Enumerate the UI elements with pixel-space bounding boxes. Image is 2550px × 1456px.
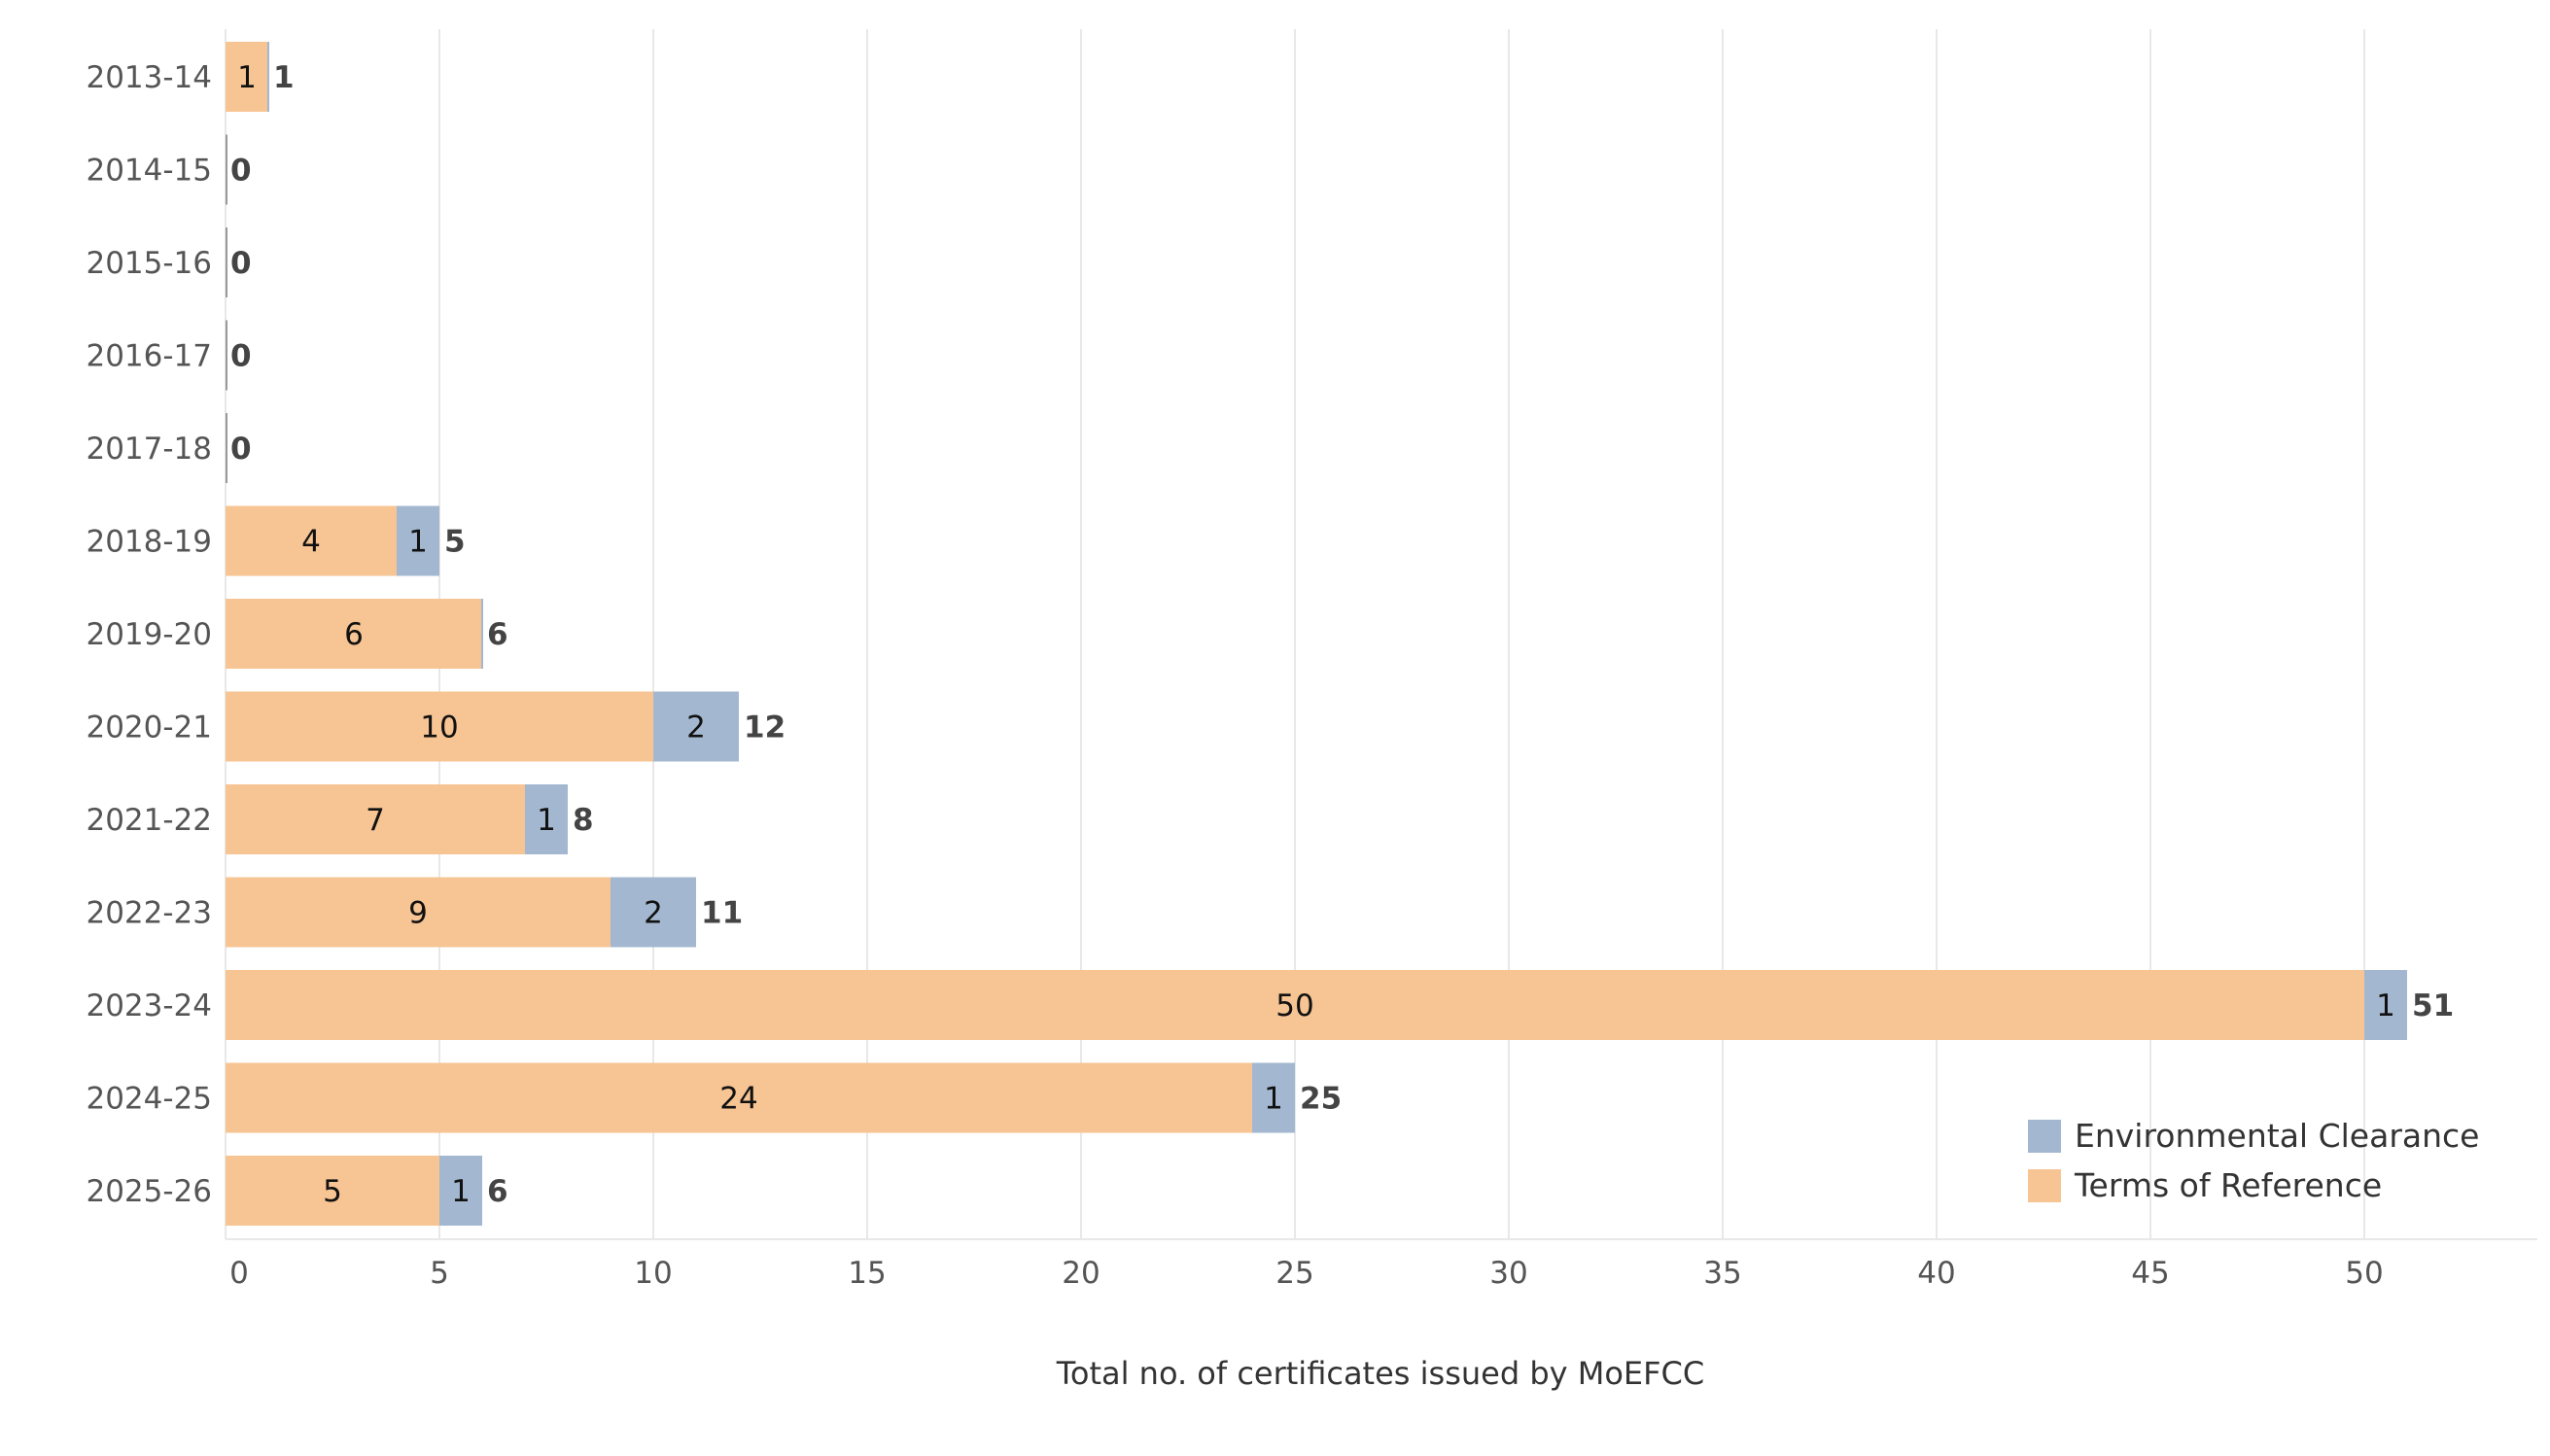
x-tick-20: 20	[1062, 1256, 1100, 1291]
label-total-2018-19: 5	[444, 525, 466, 560]
legend-label-environmental-clearance: Environmental Clearance	[2075, 1117, 2479, 1155]
y-tick-2016-17: 2016-17	[86, 339, 212, 374]
y-tick-2023-24: 2023-24	[86, 988, 212, 1023]
x-tick-45: 45	[2131, 1256, 2169, 1291]
label-tor-2023-24: 50	[1275, 988, 1313, 1023]
label-total-2017-18: 0	[230, 432, 252, 467]
label-total-2025-26: 6	[487, 1174, 508, 1209]
bar-tor-2018-19	[226, 505, 397, 576]
label-total-2013-14: 1	[273, 60, 295, 95]
bar-tor-2022-23	[226, 877, 611, 948]
bar-ec-2021-22	[525, 784, 568, 854]
x-tick-25: 25	[1275, 1256, 1313, 1291]
bar-ec-2018-19	[397, 505, 439, 576]
bar-ec-2023-24	[2364, 970, 2407, 1040]
label-total-2022-23: 11	[701, 896, 743, 931]
y-tick-2017-18: 2017-18	[86, 432, 212, 467]
x-tick-10: 10	[634, 1256, 672, 1291]
bar-tor-2025-26	[226, 1156, 439, 1226]
x-tick-40: 40	[1917, 1256, 1955, 1291]
grid-lines	[225, 29, 2537, 1240]
y-tick-2024-25: 2024-25	[86, 1082, 212, 1117]
label-total-2019-20: 6	[487, 617, 508, 652]
x-tick-0: 0	[229, 1256, 249, 1291]
y-tick-2014-15: 2014-15	[86, 154, 212, 189]
label-tor-2020-21: 10	[420, 711, 458, 745]
label-tor-2019-20: 6	[344, 617, 364, 652]
label-tor-2013-14: 1	[237, 60, 257, 95]
label-ec-2023-24: 1	[2376, 988, 2395, 1023]
bar-ec-2025-26	[439, 1156, 482, 1226]
y-tick-2013-14: 2013-14	[86, 60, 212, 95]
bar-ec-2020-21	[653, 691, 739, 762]
label-total-2023-24: 51	[2412, 988, 2454, 1023]
label-ec-2025-26: 1	[451, 1174, 471, 1209]
x-tick-30: 30	[1489, 1256, 1527, 1291]
bar-tor-2019-20	[226, 599, 482, 669]
label-ec-2024-25: 1	[1264, 1082, 1283, 1117]
legend: Environmental Clearance Terms of Referen…	[2028, 1117, 2479, 1204]
y-axis-tick-labels: 2013-14 2014-15 2015-16 2016-17 2017-18 2018-…	[86, 60, 212, 1209]
y-tick-2025-26: 2025-26	[86, 1174, 212, 1209]
x-axis-title: Total no. of certificates issued by MoEF…	[1056, 1355, 1704, 1392]
y-tick-2022-23: 2022-23	[86, 896, 212, 931]
label-tor-2018-19: 4	[301, 525, 321, 560]
label-total-2014-15: 0	[230, 154, 252, 189]
bar-ec-2024-25	[1252, 1062, 1295, 1133]
legend-label-terms-of-reference: Terms of Reference	[2074, 1166, 2382, 1204]
label-tor-2022-23: 9	[408, 896, 428, 931]
label-total-2015-16: 0	[230, 246, 252, 281]
label-total-2020-21: 12	[744, 711, 786, 745]
bar-tor-2013-14	[226, 42, 268, 112]
x-tick-15: 15	[848, 1256, 886, 1291]
y-tick-2019-20: 2019-20	[86, 617, 212, 652]
y-tick-2018-19: 2018-19	[86, 525, 212, 560]
label-ec-2018-19: 1	[408, 525, 428, 560]
x-tick-35: 35	[1703, 1256, 1741, 1291]
x-axis-tick-labels: 0 5 10 15 20 25 30 35 40 45 50	[229, 1256, 2384, 1291]
y-tick-2020-21: 2020-21	[86, 711, 212, 745]
x-tick-50: 50	[2345, 1256, 2383, 1291]
bar-tor-2020-21	[226, 691, 653, 762]
label-ec-2022-23: 2	[644, 896, 663, 931]
label-tor-2024-25: 24	[719, 1082, 757, 1117]
label-total-2021-22: 8	[573, 803, 594, 838]
y-tick-2015-16: 2015-16	[86, 246, 212, 281]
label-tor-2025-26: 5	[323, 1174, 342, 1209]
x-tick-5: 5	[430, 1256, 449, 1291]
bar-tor-2023-24	[226, 970, 2364, 1040]
label-total-2024-25: 25	[1300, 1082, 1342, 1117]
bar-tor-2021-22	[226, 784, 525, 854]
bar-ec-2022-23	[611, 877, 696, 948]
label-ec-2020-21: 2	[686, 711, 706, 745]
legend-swatch-environmental-clearance	[2028, 1120, 2061, 1153]
bar-tor-2024-25	[226, 1062, 1252, 1133]
y-tick-2021-22: 2021-22	[86, 803, 212, 838]
label-tor-2021-22: 7	[366, 803, 385, 838]
label-total-2016-17: 0	[230, 339, 252, 374]
legend-swatch-terms-of-reference	[2028, 1169, 2061, 1202]
label-ec-2021-22: 1	[537, 803, 556, 838]
